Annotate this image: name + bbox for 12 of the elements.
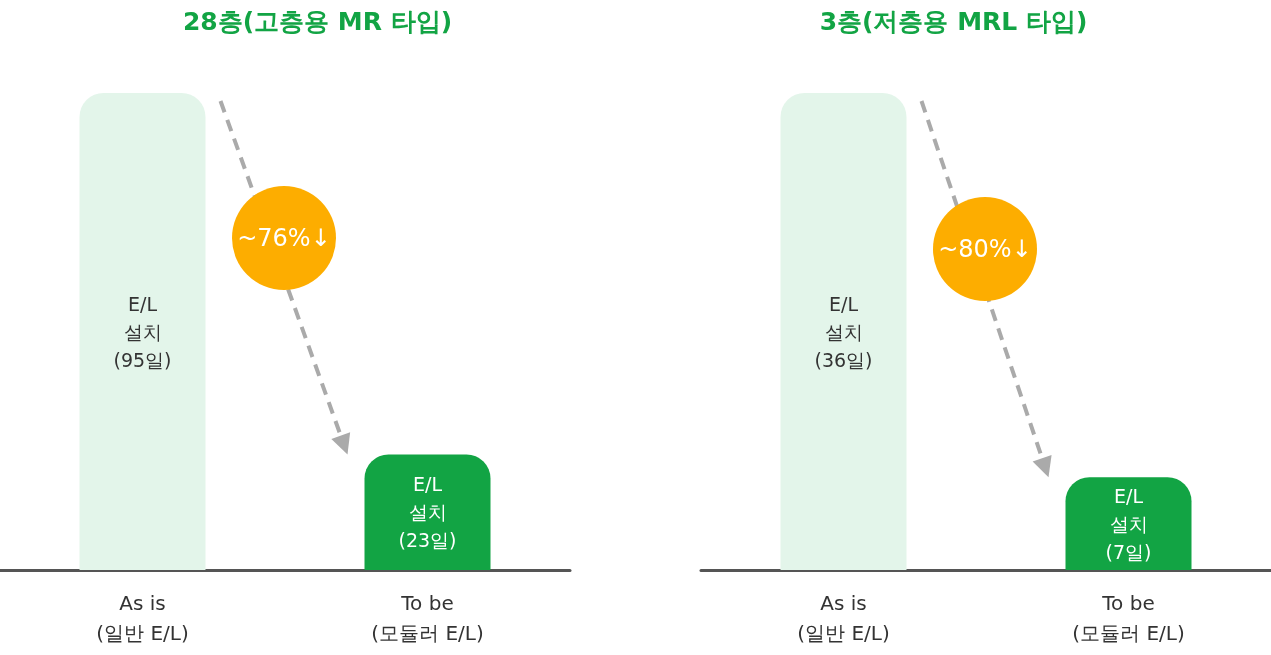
chart-title: 3층(저층용 MRL 타입): [819, 7, 1088, 36]
data-label: E/L 설치 (23일): [398, 473, 457, 552]
data-label: E/L 설치 (95일): [113, 292, 172, 371]
x-tick-label: As is (일반 E/L): [96, 591, 189, 645]
x-tick-label: To be (모듈러 E/L): [1072, 591, 1185, 645]
x-tick-label: To be (모듈러 E/L): [371, 591, 484, 645]
x-tick-label: As is (일반 E/L): [797, 591, 890, 645]
data-label: E/L 설치 (36일): [814, 292, 873, 371]
circle-badge: ~80%↓: [933, 197, 1037, 302]
circle-badge: ~76%↓: [232, 185, 336, 290]
chart-title: 28층(고층용 MR 타입): [182, 7, 453, 36]
data-label: E/L 설치 (7일): [1105, 484, 1152, 563]
